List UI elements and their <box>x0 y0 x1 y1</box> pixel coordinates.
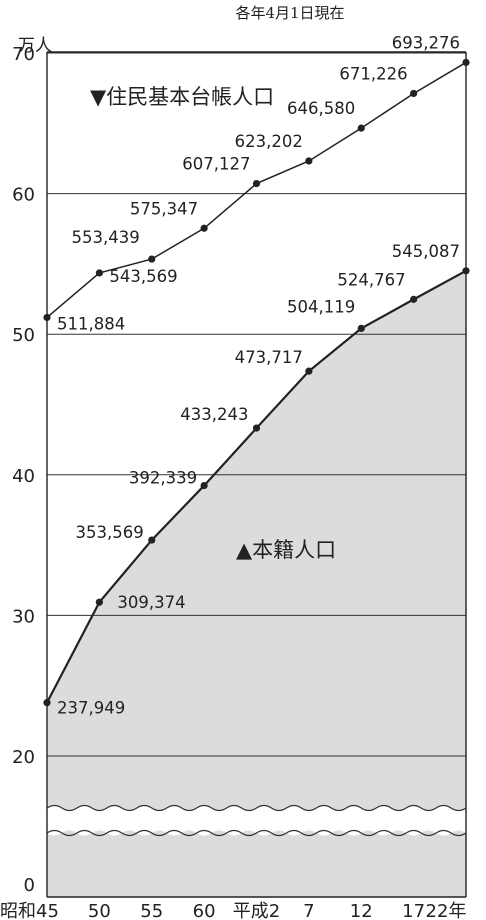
point-s0-7 <box>410 89 418 98</box>
point-s1-4 <box>252 424 261 432</box>
y-tick-20: 20 <box>12 747 35 768</box>
legend-honseki: ▲本籍人口 <box>236 538 336 562</box>
y-tick-50: 50 <box>12 325 35 346</box>
label-s0-4: 607,127 <box>182 155 250 174</box>
label-s1-3: 392,339 <box>129 469 197 488</box>
x-tick-2: 55 <box>140 901 163 920</box>
point-s1-8 <box>462 267 470 275</box>
point-s1-2 <box>148 536 156 544</box>
point-s0-3 <box>200 224 208 232</box>
x-tick-8: 22年 <box>426 901 467 920</box>
y-axis-ticks: 0 20 30 40 50 60 70 <box>12 44 35 896</box>
point-s0-6 <box>357 124 365 132</box>
point-s0-5 <box>305 157 313 165</box>
point-s0-0 <box>43 313 51 322</box>
y-tick-40: 40 <box>12 466 35 487</box>
label-s0-5: 623,202 <box>235 132 303 151</box>
point-s1-1 <box>95 598 103 606</box>
x-tick-1: 50 <box>88 901 111 920</box>
y-tick-30: 30 <box>12 606 35 627</box>
x-tick-0: 昭和45 <box>0 901 59 920</box>
y-tick-70: 70 <box>12 44 35 65</box>
point-s0-1 <box>95 269 103 277</box>
label-s1-0: 237,949 <box>57 699 125 718</box>
point-s0-2 <box>148 255 156 263</box>
x-tick-5: 7 <box>303 901 314 920</box>
label-s0-8: 693,276 <box>392 33 460 52</box>
x-tick-3: 60 <box>193 901 216 920</box>
y-tick-60: 60 <box>12 185 35 206</box>
y-tick-0: 0 <box>24 875 35 896</box>
label-s1-4: 433,243 <box>180 405 248 424</box>
label-s1-2: 353,569 <box>76 523 144 542</box>
honseki-area-fill <box>47 270 466 897</box>
label-s0-1: 543,569 <box>109 267 177 286</box>
point-s1-7 <box>410 295 418 303</box>
label-s0-7: 671,226 <box>339 64 407 83</box>
label-s1-1: 309,374 <box>117 593 185 612</box>
series-marks: 511,884 543,569 553,439 575,347 607,127 623,2… <box>43 33 470 718</box>
label-s1-5: 473,717 <box>235 348 303 367</box>
label-s1-6: 504,119 <box>287 297 355 316</box>
label-s0-0: 511,884 <box>57 314 125 333</box>
point-s0-4 <box>252 179 261 188</box>
label-s0-2: 553,439 <box>72 228 140 247</box>
point-s1-0 <box>43 699 51 707</box>
label-s1-7: 524,767 <box>337 270 405 289</box>
label-s0-3: 575,347 <box>130 199 198 218</box>
x-tick-7: 17 <box>402 901 425 920</box>
x-axis-ticks: 昭和45 50 55 60 平成2 7 12 17 22年 <box>0 901 466 920</box>
axis-break-line-top <box>46 804 467 812</box>
point-s0-8 <box>462 58 470 67</box>
x-tick-6: 12 <box>350 901 373 920</box>
plot-area <box>46 51 467 898</box>
y-unit-label: 万人 <box>18 36 52 56</box>
label-s1-8: 545,087 <box>392 242 460 261</box>
point-s1-5 <box>305 367 313 375</box>
chart-note: 各年4月1日現在 <box>235 4 344 22</box>
point-s1-6 <box>357 324 365 333</box>
legend-resident: ▼住民基本台帳人口 <box>90 85 274 109</box>
label-s0-6: 646,580 <box>287 99 355 118</box>
x-tick-4: 平成2 <box>233 901 280 920</box>
point-s1-3 <box>200 481 208 490</box>
axis-break-band <box>47 805 466 836</box>
axis-break-line-bottom <box>46 829 467 837</box>
